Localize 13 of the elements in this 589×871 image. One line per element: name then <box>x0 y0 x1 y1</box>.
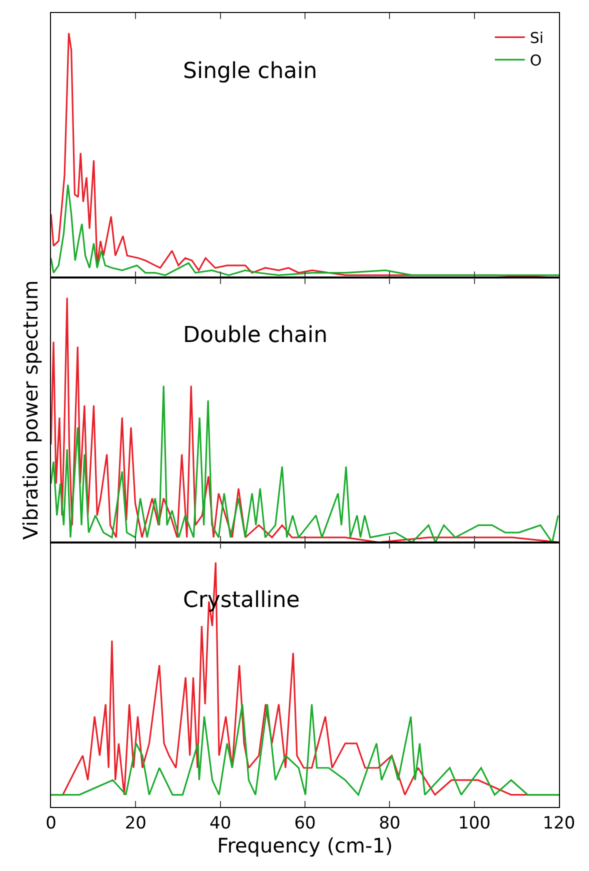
x-axis-title: Frequency (cm-1) <box>217 834 393 858</box>
x-tick-label: 40 <box>210 814 232 834</box>
legend-label: O <box>530 52 542 70</box>
text: Double chain <box>183 323 328 348</box>
x-tick-label: 0 <box>46 814 56 834</box>
x-tick-label: 20 <box>124 814 146 834</box>
text: Single chain <box>183 59 318 84</box>
y-axis-title: Vibration power spectrum <box>18 280 42 540</box>
x-tick-label: 120 <box>542 814 576 834</box>
x-tick-label: 100 <box>458 814 491 834</box>
x-tick-label: 80 <box>378 814 400 834</box>
legend-label: Si <box>530 29 544 48</box>
x-tick-label: 60 <box>294 814 316 834</box>
